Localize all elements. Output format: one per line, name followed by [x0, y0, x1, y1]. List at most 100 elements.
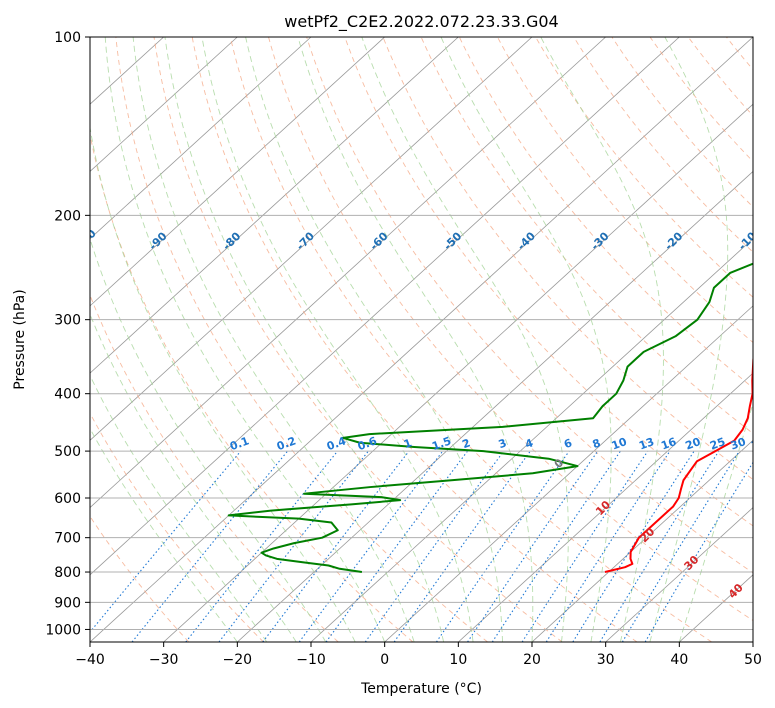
x-tick-label: −30: [149, 652, 179, 668]
y-tick-label: 500: [54, 444, 81, 460]
isotherm-line: [237, 170, 753, 642]
mixing-ratio-label: 6: [562, 436, 574, 451]
dry-adiabat-line: [306, 37, 753, 574]
mixing-ratio-label: 8: [591, 436, 603, 451]
y-axis-label: Pressure (hPa): [12, 289, 28, 389]
x-tick-label: 20: [523, 652, 541, 668]
moist-adiabat-line: [104, 37, 386, 642]
x-axis-ticks: −40 −30 −20 −10 0 10 20 30 40 50: [75, 642, 762, 668]
x-tick-label: 50: [744, 652, 762, 668]
isotherm-line: [310, 238, 753, 642]
moist-adiabat-line: [164, 37, 445, 642]
dry-adiabat-line: [268, 37, 753, 622]
dry-adiabat-line: [115, 37, 488, 642]
isotherm-line: [531, 439, 753, 642]
moist-adiabat-line: [90, 374, 268, 642]
mixing-ratio-line: [90, 450, 242, 633]
y-tick-label: 400: [54, 387, 81, 403]
y-tick-label: 600: [54, 491, 81, 507]
y-tick-label: 900: [54, 595, 81, 611]
dry-adiabat-line: [191, 37, 638, 642]
mixing-ratio-line: [599, 450, 720, 642]
y-tick-label: 1000: [45, 622, 81, 638]
pressure-gridlines: [90, 37, 753, 630]
moist-adiabat-line: [649, 37, 729, 642]
mixing-ratio-line: [185, 450, 338, 642]
moist-adiabat-line: [90, 125, 356, 642]
moist-adiabat-line: [297, 37, 534, 642]
isotherm-line: [90, 37, 753, 642]
mixing-ratio-label: 20: [684, 435, 703, 453]
mixing-ratio-label: 3: [497, 436, 509, 451]
mixing-ratio-label: 30: [729, 435, 748, 453]
mixing-ratio-label: 13: [637, 435, 656, 452]
mixing-ratio-line: [262, 450, 410, 642]
mixing-ratio-line: [572, 450, 695, 642]
x-tick-label: 40: [670, 652, 688, 668]
y-tick-label: 100: [54, 30, 81, 46]
mixing-ratio-label: 1.5: [430, 434, 453, 453]
isotherm-line: [163, 103, 753, 642]
mixing-ratio-line: [467, 450, 599, 642]
y-axis-ticks: 1000 900 800 700 600 500 400 300 200 100: [45, 30, 90, 638]
dry-adiabat-line: [229, 37, 712, 642]
mixing-ratio-line: [545, 450, 671, 642]
dry-adiabat-line: [153, 37, 563, 642]
mixing-ratio-label: 4: [523, 436, 535, 451]
y-tick-label: 700: [54, 531, 81, 547]
mixing-ratio-label: 0.4: [325, 434, 348, 453]
mixing-ratio-label: 16: [659, 435, 678, 453]
mixing-ratio-line: [621, 450, 740, 642]
moist-adiabat-line: [132, 37, 415, 642]
x-tick-label: 10: [449, 652, 467, 668]
isotherm-line: [90, 37, 680, 576]
moist-adiabat-line: [440, 37, 612, 642]
isotherm-line: [458, 372, 753, 642]
mixing-ratio-label: 2: [461, 436, 473, 451]
moist-adiabat-line: [245, 37, 503, 642]
y-tick-label: 200: [54, 208, 81, 224]
dewpoint-profile-line: [227, 262, 753, 574]
isotherm-line: [90, 37, 459, 374]
dry-adiabat-line: [90, 412, 264, 642]
moist-adiabat-line: [90, 427, 238, 642]
x-tick-label: −40: [75, 652, 105, 668]
x-axis-label: Temperature (°C): [360, 681, 482, 697]
moist-adiabat-line: [90, 237, 327, 642]
isotherm-line: [90, 37, 385, 307]
data-lines: [227, 262, 753, 574]
mixing-ratio-label: 0.6: [356, 434, 379, 453]
dry-adiabat-line: [382, 37, 753, 480]
mixing-ratio-line: [644, 461, 753, 642]
moist-adiabat-line: [678, 401, 753, 642]
mixing-ratio-label: 1: [402, 436, 414, 451]
dry-adiabat-line: [535, 37, 753, 298]
mixing-ratio-label: 0.1: [228, 434, 251, 453]
dry-adiabat-line: [611, 37, 753, 208]
mixing-ratio-line: [131, 450, 289, 642]
dry-adiabat-line: [90, 293, 339, 642]
x-tick-label: 0: [380, 652, 389, 668]
dry-adiabat-line: [649, 37, 753, 163]
x-tick-label: −10: [296, 652, 326, 668]
mixing-ratio-label: 0.2: [275, 434, 298, 453]
mixing-ratio-label: 36: [749, 435, 768, 453]
x-tick-label: 30: [597, 652, 615, 668]
dry-adiabat-line: [497, 37, 753, 344]
mixing-ratio-line: [218, 450, 369, 642]
mixing-ratio-label: 10: [610, 435, 629, 453]
moist-adiabat-line: [90, 313, 297, 642]
mixing-ratio-label: 25: [708, 435, 727, 452]
y-tick-label: 300: [54, 313, 81, 329]
isotherm-line: [90, 37, 533, 441]
mixing-ratio-line: [364, 450, 505, 642]
x-tick-label: −20: [223, 652, 253, 668]
moist-adiabat-line: [201, 37, 474, 642]
dry-adiabat-line: [573, 37, 753, 253]
isotherm-line: [605, 507, 753, 642]
dry-adiabat-line: [90, 515, 190, 642]
mixing-ratio-line: [393, 450, 531, 642]
line-labels: 0.10.20.40.611.52346810131620253036-100-…: [90, 227, 768, 602]
moist-adiabat-line: [540, 37, 664, 642]
